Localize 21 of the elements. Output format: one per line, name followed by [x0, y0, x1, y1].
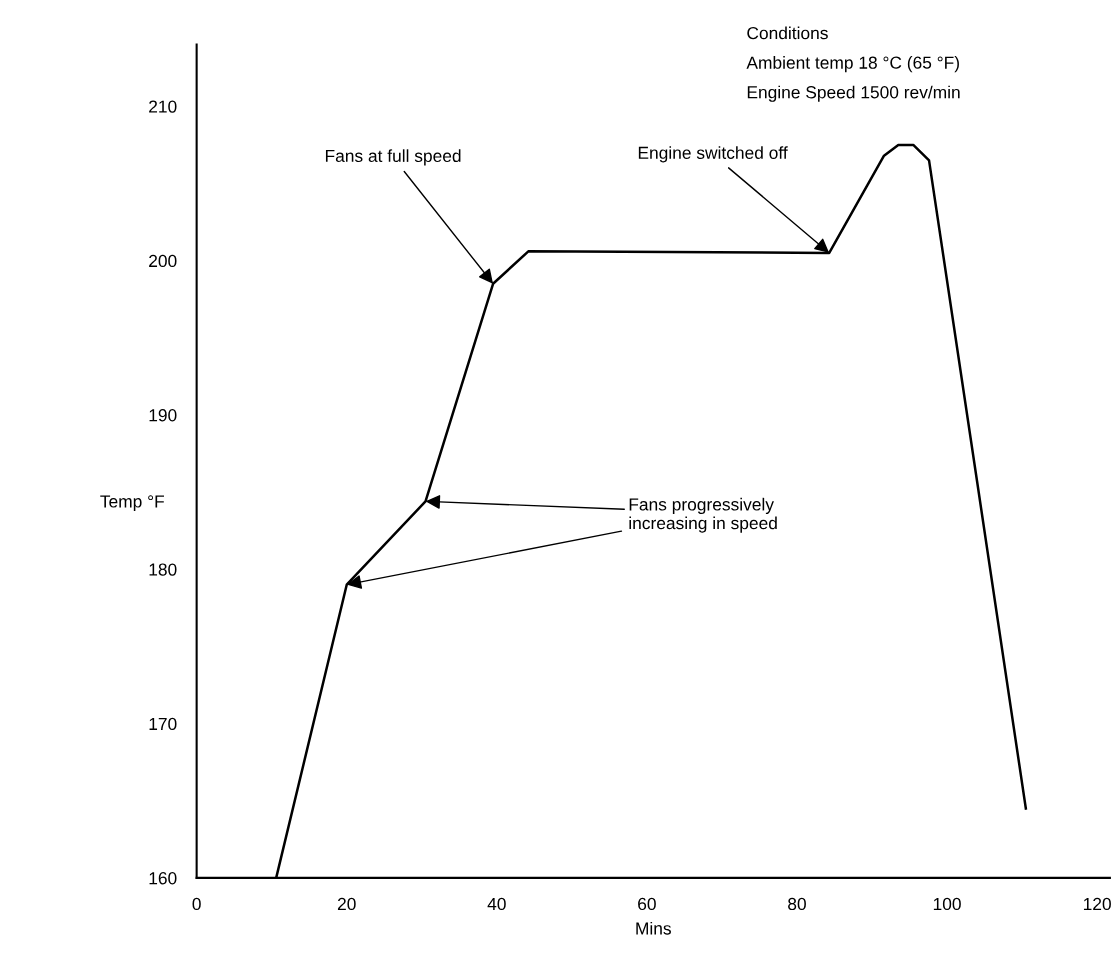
y-tick-label: 200: [149, 254, 177, 268]
x-tick-label: 80: [788, 897, 806, 911]
y-tick-label: 190: [149, 409, 177, 422]
annotation: Fans at full speed: [325, 149, 461, 166]
x-tick-label: 0: [192, 897, 201, 911]
annotation: Fans progressively increasing in speed: [629, 497, 777, 533]
y-axis-title: Temp °F: [100, 495, 164, 511]
y-tick-label: 210: [149, 100, 177, 113]
x-tick-label: 40: [487, 897, 506, 911]
x-tick-label: 60: [638, 897, 656, 911]
annotation: Engine Speed 1500 rev/min: [747, 85, 960, 102]
y-tick-label: 170: [149, 717, 177, 731]
annotation: Engine switched off: [638, 146, 788, 163]
x-tick-label: 120: [1083, 897, 1111, 911]
annotation: Ambient temp 18 °C (65 °F): [746, 56, 959, 73]
x-tick-label: 100: [933, 897, 961, 911]
y-tick-label: 160: [149, 872, 177, 885]
text: Conditions: [747, 26, 828, 40]
y-tick-label: 180: [149, 563, 177, 576]
x-tick-label: 20: [337, 897, 356, 911]
x-axis-title: Mins: [636, 921, 671, 935]
